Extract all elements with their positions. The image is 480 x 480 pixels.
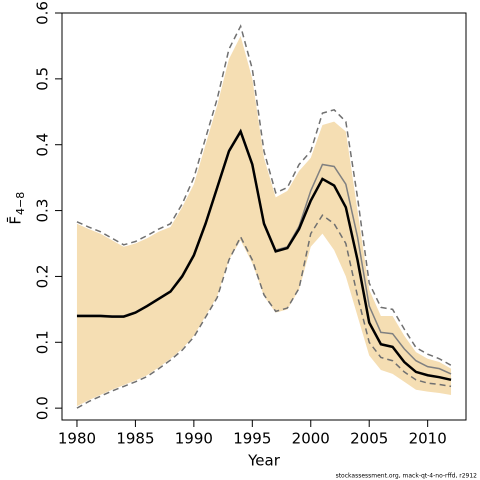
y-axis-label-main: F̄	[6, 216, 25, 225]
x-tick-label: 1995	[233, 430, 271, 448]
y-tick-label: 0.4	[34, 133, 52, 157]
y-tick-label: 0.3	[34, 199, 52, 223]
plot-frame	[61, 12, 467, 421]
y-tick-label-group: 0.6	[34, 1, 52, 25]
y-tick-label-group: 0.1	[34, 330, 52, 354]
y-tick-label: 0.5	[34, 67, 52, 91]
y-tick-label-group: 0.2	[34, 265, 52, 289]
x-tick-label: 2000	[292, 430, 330, 448]
x-axis-label: Year	[247, 452, 281, 470]
y-tick-label-group: 0.0	[34, 396, 52, 420]
series-line	[76, 24, 452, 366]
y-axis-label-sub: 4−8	[14, 192, 27, 215]
x-tick-label: 1980	[58, 430, 96, 448]
y-tick-label-group: 0.4	[34, 133, 52, 157]
x-tick-label: 1990	[175, 430, 213, 448]
y-tick-label: 0.1	[34, 330, 52, 354]
y-tick-label: 0.6	[34, 1, 52, 25]
y-axis-label: F̄ 4−8	[6, 192, 27, 225]
footer: stockassessment.org, mack-qt-4-no-rffd, …	[336, 473, 478, 480]
y-tick-label: 0.2	[34, 265, 52, 289]
y-tick-label-group: 0.3	[34, 199, 52, 223]
x-tick-label: 2010	[409, 430, 447, 448]
series-line	[76, 214, 452, 409]
y-tick-label-group: 0.5	[34, 67, 52, 91]
x-tick-label: 1985	[116, 430, 154, 448]
series-line	[76, 128, 452, 382]
x-tick-label: 2005	[350, 430, 388, 448]
y-tick-label: 0.0	[34, 396, 52, 420]
